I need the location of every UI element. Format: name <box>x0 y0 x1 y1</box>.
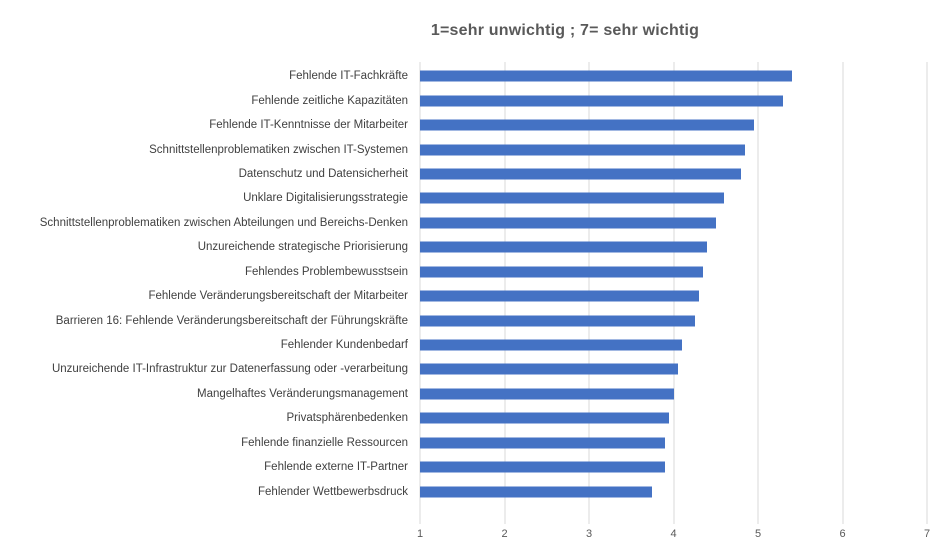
x-axis-tick-label: 6 <box>839 528 846 540</box>
bar <box>420 217 716 229</box>
bar-track <box>420 339 927 351</box>
category-label: Fehlende IT-Fachkräfte <box>289 70 408 83</box>
category-label: Unzureichende IT-Infrastruktur zur Daten… <box>51 363 408 376</box>
category-label: Fehlender Wettbewerbsdruck <box>258 485 408 498</box>
bar-track <box>420 217 927 229</box>
bar <box>420 339 682 351</box>
bar <box>420 192 725 204</box>
category-label: Fehlender Kundenbedarf <box>280 339 408 352</box>
x-axis-tick-label: 2 <box>501 528 508 540</box>
x-axis-tick-label: 5 <box>754 528 762 540</box>
bar-track <box>420 486 927 498</box>
bar <box>420 290 699 302</box>
category-label: Barrieren 16: Fehlende Veränderungsberei… <box>55 314 408 327</box>
chart-row: Schnittstellenproblematiken zwischen IT-… <box>0 137 941 161</box>
bar-track <box>420 290 927 302</box>
category-label: Schnittstellenproblematiken zwischen Abt… <box>39 216 408 229</box>
chart-row: Schnittstellenproblematiken zwischen Abt… <box>0 211 941 235</box>
chart-row: Fehlende IT-Fachkräfte <box>0 64 941 88</box>
category-label: Unklare Digitalisierungsstrategie <box>243 192 408 205</box>
bar-track <box>420 241 927 253</box>
chart-row: Barrieren 16: Fehlende Veränderungsberei… <box>0 308 941 332</box>
chart-row: Fehlende zeitliche Kapazitäten <box>0 88 941 112</box>
chart-title: 1=sehr unwichtig ; 7= sehr wichtig <box>430 22 700 39</box>
chart-row: Unzureichende IT-Infrastruktur zur Daten… <box>0 357 941 381</box>
chart-row: Unzureichende strategische Priorisierung <box>0 235 941 259</box>
category-label: Fehlende finanzielle Ressourcen <box>241 436 408 449</box>
category-label: Fehlende IT-Kenntnisse der Mitarbeiter <box>209 119 408 132</box>
bar-track <box>420 144 927 156</box>
gridline <box>842 62 843 524</box>
bar <box>420 95 784 107</box>
bar <box>420 437 666 449</box>
bar <box>420 266 704 278</box>
category-label: Unzureichende strategische Priorisierung <box>197 241 408 254</box>
chart-row: Fehlender Wettbewerbsdruck <box>0 479 941 503</box>
bar-track <box>420 388 927 400</box>
bar-track <box>420 363 927 375</box>
bar <box>420 119 754 131</box>
chart-row: Privatsphärenbedenken <box>0 406 941 430</box>
bar-track <box>420 437 927 449</box>
bar-track <box>420 70 927 82</box>
gridline <box>926 62 928 524</box>
category-label: Datenschutz und Datensicherheit <box>238 167 408 180</box>
bar <box>420 144 746 156</box>
bar <box>420 70 792 82</box>
bar-track <box>420 119 927 131</box>
chart-row: Fehlende IT-Kenntnisse der Mitarbeiter <box>0 113 941 137</box>
category-label: Fehlendes Problembewusstsein <box>244 265 408 278</box>
bar <box>420 486 653 498</box>
x-axis-tick-label: 1 <box>416 528 424 540</box>
category-label: Schnittstellenproblematiken zwischen IT-… <box>149 143 408 156</box>
bar <box>420 363 678 375</box>
x-axis: 1 2 3 4 5 6 7 <box>0 528 941 544</box>
bar <box>420 241 708 253</box>
bar-track <box>420 95 927 107</box>
category-label: Fehlende Veränderungsbereitschaft der Mi… <box>148 290 408 303</box>
bar <box>420 461 666 473</box>
bar <box>420 168 742 180</box>
bar-track <box>420 168 927 180</box>
category-label: Mangelhaftes Veränderungsmanagement <box>197 387 408 400</box>
chart-row: Fehlende Veränderungsbereitschaft der Mi… <box>0 284 941 308</box>
chart-rows: Fehlende IT-Fachkräfte Fehlende zeitliche… <box>0 64 941 504</box>
gridline <box>757 62 759 524</box>
bar <box>420 315 695 327</box>
category-label: Fehlende zeitliche Kapazitäten <box>251 94 408 107</box>
x-axis-tick-label: 7 <box>923 528 931 540</box>
x-axis-tick-label: 4 <box>670 528 677 540</box>
chart-row: Fehlender Kundenbedarf <box>0 333 941 357</box>
chart-row: Datenschutz und Datensicherheit <box>0 162 941 186</box>
x-axis-tick-label: 3 <box>585 528 593 540</box>
chart-row: Fehlende externe IT-Partner <box>0 455 941 479</box>
chart-row: Fehlendes Problembewusstsein <box>0 260 941 284</box>
category-label: Fehlende externe IT-Partner <box>264 461 408 474</box>
bar-track <box>420 461 927 473</box>
bar <box>420 412 670 424</box>
bar-track <box>420 192 927 204</box>
chart-row: Fehlende finanzielle Ressourcen <box>0 431 941 455</box>
chart-row: Unklare Digitalisierungsstrategie <box>0 186 941 210</box>
bar-track <box>420 412 927 424</box>
bar-track <box>420 315 927 327</box>
category-label: Privatsphärenbedenken <box>286 412 408 425</box>
bar-track <box>420 266 927 278</box>
bar <box>420 388 674 400</box>
chart-row: Mangelhaftes Veränderungsmanagement <box>0 382 941 406</box>
